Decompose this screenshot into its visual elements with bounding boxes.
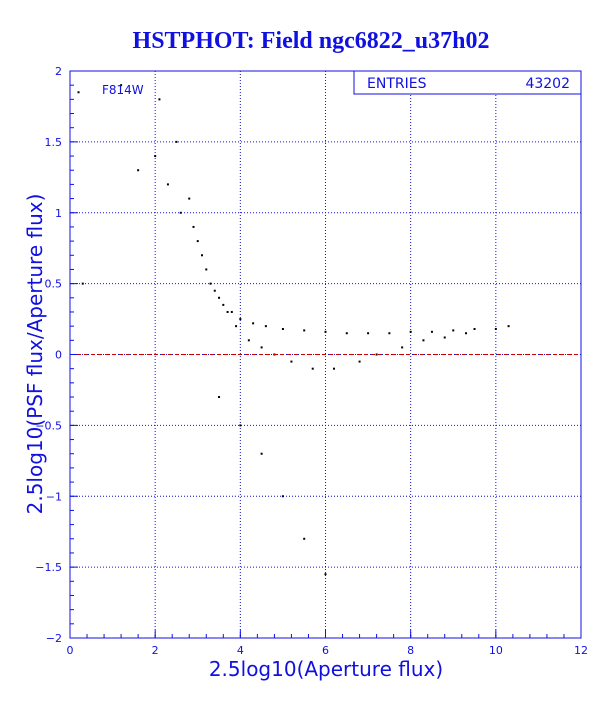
data-point	[230, 310, 233, 313]
data-point	[311, 367, 314, 370]
data-point	[192, 225, 195, 228]
data-point	[452, 329, 455, 332]
data-point	[239, 318, 242, 321]
data-point	[290, 360, 293, 363]
data-point	[226, 310, 229, 313]
data-point	[324, 573, 327, 576]
x-axis-title: 2.5log10(Aperture flux)	[209, 657, 443, 681]
data-point	[166, 183, 169, 186]
data-point	[175, 140, 178, 143]
data-point	[239, 424, 242, 427]
data-point	[345, 332, 348, 335]
data-point	[281, 495, 284, 498]
data-point	[367, 332, 370, 335]
data-point	[235, 325, 238, 328]
y-tick-label: −0.5	[35, 419, 62, 432]
data-point	[179, 211, 182, 214]
data-point	[77, 91, 80, 94]
data-point	[388, 332, 391, 335]
data-point	[260, 452, 263, 455]
x-tick-label: 10	[489, 644, 503, 657]
y-tick-label: 0	[55, 349, 62, 362]
data-point	[358, 360, 361, 363]
data-point	[281, 327, 284, 330]
data-point	[154, 155, 157, 158]
data-point	[252, 322, 255, 325]
data-point	[324, 330, 327, 333]
data-point	[465, 332, 468, 335]
x-tick-label: 6	[322, 644, 329, 657]
x-tick-label: 12	[574, 644, 588, 657]
data-point	[247, 339, 250, 342]
x-tick-label: 4	[237, 644, 244, 657]
data-point	[137, 169, 140, 172]
y-axis-title: 2.5log10(PSF flux/Aperture flux)	[23, 194, 47, 515]
x-tick-label: 8	[407, 644, 414, 657]
data-points	[77, 84, 510, 576]
y-tick-label: −1	[46, 490, 62, 503]
data-point	[196, 240, 199, 243]
stats-box: ENTRIES 43202	[353, 70, 582, 95]
chart-title: HSTPHOT: Field ngc6822_u37h02	[133, 28, 490, 54]
data-point	[158, 98, 161, 101]
data-point	[209, 282, 212, 285]
data-point	[201, 254, 204, 257]
data-point	[443, 336, 446, 339]
data-point	[218, 396, 221, 399]
data-point	[401, 346, 404, 349]
data-point	[260, 346, 263, 349]
data-point	[264, 325, 267, 328]
data-point	[507, 325, 510, 328]
data-point	[494, 327, 497, 330]
data-point	[81, 282, 84, 285]
y-tick-label: 0.5	[45, 278, 63, 291]
data-point	[120, 84, 123, 87]
stats-entries-label: ENTRIES	[367, 76, 427, 92]
data-point	[303, 329, 306, 332]
data-point	[430, 330, 433, 333]
stats-box-frame	[353, 70, 582, 95]
data-point	[218, 296, 221, 299]
filter-label: F814W	[102, 83, 144, 97]
data-point	[205, 268, 208, 271]
data-point	[213, 289, 216, 292]
y-tick-label: −2	[46, 632, 62, 645]
data-point	[375, 353, 378, 356]
data-point	[303, 537, 306, 540]
y-tick-label: −1.5	[35, 561, 62, 574]
x-tick-label: 0	[67, 644, 74, 657]
data-point	[422, 339, 425, 342]
data-point	[333, 367, 336, 370]
data-point	[188, 197, 191, 200]
y-tick-label: 1.5	[45, 136, 63, 149]
y-tick-label: 1	[55, 207, 62, 220]
x-tick-label: 2	[152, 644, 159, 657]
stats-entries-value: 43202	[525, 76, 570, 92]
data-point	[222, 303, 225, 306]
data-point	[409, 330, 412, 333]
axis-ticks: 0 2 4 6 8 10 12 −2 −1.5 −1 −0.5 0 0.5 1 1.5 2	[35, 65, 588, 657]
y-tick-label: 2	[55, 65, 62, 78]
data-point	[473, 327, 476, 330]
